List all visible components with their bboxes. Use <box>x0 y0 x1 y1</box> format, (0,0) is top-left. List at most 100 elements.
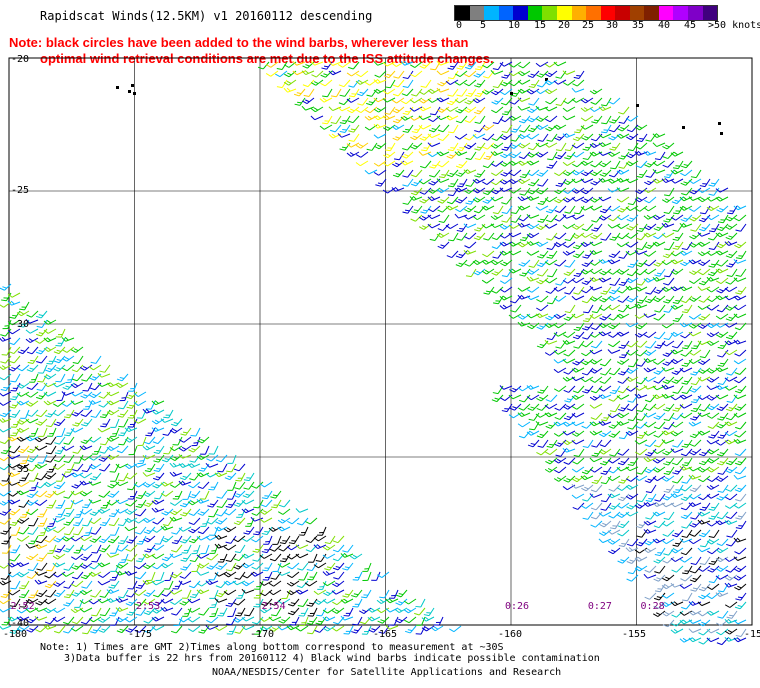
wind-barb <box>698 637 711 645</box>
wind-barb <box>163 445 174 455</box>
wind-barb <box>117 535 129 545</box>
wind-barb <box>311 70 324 78</box>
wind-barb <box>53 589 66 598</box>
wind-barb <box>89 391 102 399</box>
wind-barb <box>455 196 468 204</box>
wind-barb <box>717 376 729 386</box>
wind-barb <box>688 600 702 606</box>
wind-barb <box>526 213 540 219</box>
wind-barb <box>328 61 342 66</box>
wind-barb <box>189 589 201 599</box>
wind-barb <box>688 313 702 320</box>
wind-barb <box>652 133 666 138</box>
wind-barb <box>554 412 567 420</box>
wind-barb <box>689 574 702 583</box>
wind-barb <box>179 598 192 606</box>
wind-barb <box>616 358 630 365</box>
wind-barb <box>672 385 684 394</box>
wind-barb <box>178 454 192 459</box>
wind-barb <box>490 223 504 229</box>
wind-barb <box>671 196 684 205</box>
wind-barb <box>70 427 84 433</box>
wind-barb <box>582 151 594 161</box>
wind-barb <box>315 616 327 625</box>
wind-barb <box>526 160 540 166</box>
wind-barb <box>433 616 444 626</box>
wind-barb <box>169 598 183 605</box>
wind-barb <box>297 517 309 526</box>
wind-barb <box>571 367 585 373</box>
wind-barb <box>482 250 495 258</box>
wind-barb <box>589 394 603 401</box>
wind-barb <box>395 598 408 606</box>
wind-barb <box>689 529 702 537</box>
wind-barb <box>589 403 603 409</box>
wind-barb <box>152 589 165 598</box>
wind-barb <box>483 70 495 79</box>
wind-barb <box>268 526 282 532</box>
wind-barb <box>697 412 711 417</box>
wind-barb <box>562 331 576 338</box>
wind-barb <box>79 598 93 605</box>
wind-barb <box>546 331 558 341</box>
wind-barb <box>80 571 93 580</box>
wind-barb <box>200 544 210 555</box>
wind-barb <box>81 580 93 589</box>
wind-barb <box>571 412 585 418</box>
wind-barb <box>208 445 219 455</box>
wind-barb <box>17 364 30 372</box>
wind-barb <box>16 490 30 496</box>
wind-barb <box>7 562 21 568</box>
wind-barb <box>726 529 738 538</box>
time-label: 2:52 <box>11 601 35 612</box>
wind-barb <box>332 535 345 544</box>
wind-barb <box>698 358 711 365</box>
colorbar-label: 40 <box>658 20 671 31</box>
wind-barb <box>472 178 486 184</box>
wind-barb <box>385 598 399 604</box>
wind-barb <box>268 616 282 622</box>
wind-speed-colorbar <box>454 5 718 21</box>
wind-barb <box>53 454 66 463</box>
wind-barb <box>573 286 585 295</box>
wind-barb <box>544 403 558 410</box>
wind-barb <box>418 106 432 112</box>
wind-barb <box>698 592 711 600</box>
wind-barb <box>608 547 621 555</box>
wind-barb <box>136 409 147 419</box>
wind-barb <box>71 373 84 382</box>
wind-barb <box>661 430 675 436</box>
wind-barb <box>385 79 396 89</box>
wind-barb <box>571 232 585 239</box>
wind-barb <box>499 178 513 185</box>
wind-barb <box>491 133 504 141</box>
wind-barb <box>118 436 129 446</box>
wind-barb <box>562 106 576 112</box>
wind-barb <box>697 241 711 247</box>
wind-barb <box>277 517 291 524</box>
wind-barb <box>598 277 612 283</box>
wind-barb <box>724 295 738 301</box>
wind-barb <box>233 517 246 526</box>
time-label: 2:53 <box>136 601 160 612</box>
wind-barb <box>265 61 279 68</box>
wind-barb <box>161 589 174 597</box>
wind-barb <box>7 454 21 460</box>
wind-barb <box>625 547 639 553</box>
wind-barb <box>536 223 549 230</box>
wind-barb <box>733 438 747 444</box>
wind-barb <box>670 628 684 634</box>
wind-barb <box>535 420 549 426</box>
island <box>133 92 136 95</box>
wind-barb <box>109 607 120 617</box>
wind-barb <box>116 445 129 454</box>
wind-barb <box>688 178 702 184</box>
wind-barb <box>27 463 39 472</box>
wind-barb <box>562 421 576 427</box>
wind-barb <box>689 385 702 393</box>
wind-barb <box>287 571 300 579</box>
wind-barb <box>366 142 378 151</box>
wind-barb <box>402 142 414 151</box>
wind-barb <box>7 616 21 622</box>
wind-barb <box>80 409 93 417</box>
